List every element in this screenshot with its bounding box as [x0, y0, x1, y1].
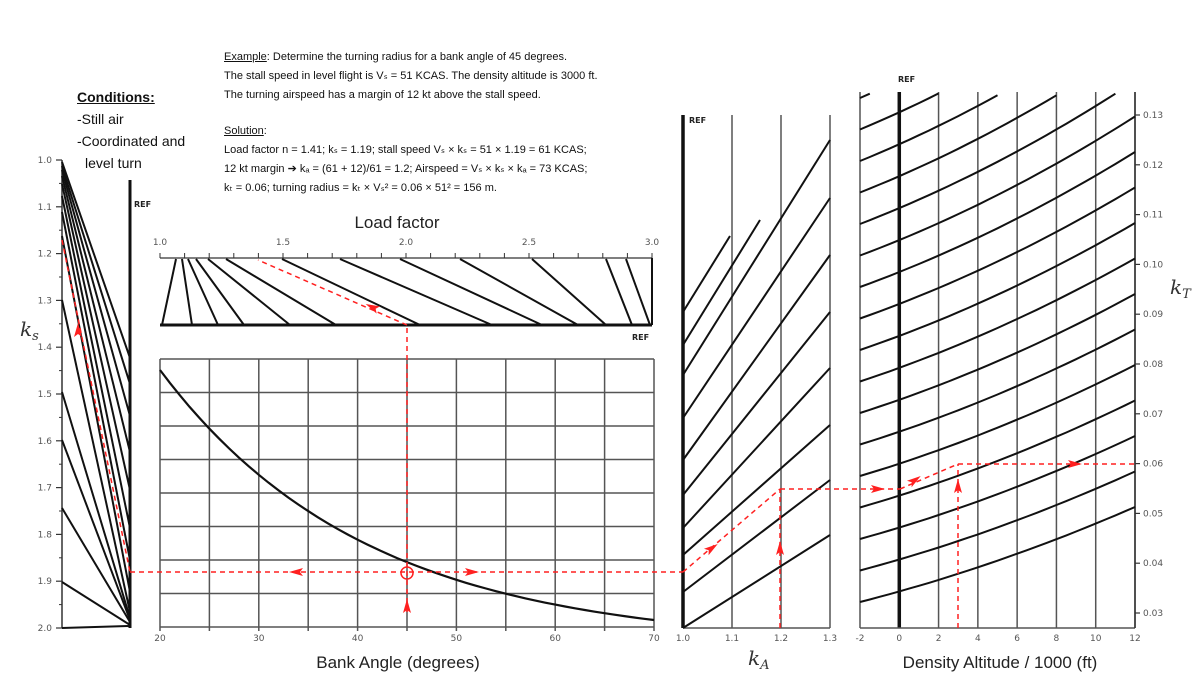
ref-label-density: REF	[898, 75, 915, 84]
tick-label: 0.08	[1143, 360, 1163, 370]
arrow-icon	[289, 568, 303, 576]
tick-label: 2.0	[399, 238, 414, 248]
tick-label: 60	[549, 634, 561, 644]
tick-label: 2.5	[522, 238, 536, 248]
tick-label: 1.1	[38, 203, 52, 213]
example-line-1: Example: Determine the turning radius fo…	[224, 48, 598, 67]
tick-label: 4	[975, 634, 981, 644]
arrow-icon	[74, 323, 82, 337]
tick-label: 1.6	[38, 437, 53, 447]
tick-label: 1.5	[38, 390, 52, 400]
ka-axis-label: kA	[748, 646, 770, 673]
arrow-icon	[465, 568, 479, 576]
arrow-icon	[776, 541, 784, 555]
ka-panel: 1.0 1.1 1.2 1.3	[676, 115, 837, 644]
tick-label: 0.04	[1143, 559, 1163, 569]
example-box: Example: Determine the turning radius fo…	[224, 48, 598, 105]
tick-label: 0	[896, 634, 902, 644]
intersection-marker	[400, 566, 414, 580]
density-altitude-panel: -2 0 2 4 6 8 10 12 0.13 0.12 0.11 0.10 0.09 0.08 0.07 0…	[856, 92, 1163, 644]
tick-label: 1.9	[38, 577, 53, 587]
example-text-1: : Determine the turning radius for a ban…	[266, 51, 568, 63]
arrow-icon	[403, 599, 411, 613]
solution-heading: Solution	[224, 125, 264, 137]
ref-label-ks: REF	[134, 200, 151, 209]
arrow-icon	[954, 479, 962, 493]
tick-label: 10	[1090, 634, 1102, 644]
solution-line-3: kₜ = 0.06; turning radius = kₜ × Vₛ² = 0…	[224, 182, 497, 194]
conditions-box: Conditions: -Still air -Coordinated and …	[77, 86, 185, 174]
tick-label: 0.09	[1143, 310, 1163, 320]
tick-label: 1.0	[38, 156, 53, 166]
tick-label: 20	[154, 634, 166, 644]
solution-heading-row: Solution:	[224, 125, 267, 137]
arrow-icon	[871, 485, 885, 493]
tick-label: 0.10	[1143, 260, 1163, 270]
solution-box: Solution: Load factor n = 1.41; kₛ = 1.1…	[224, 122, 587, 198]
tick-label: 0.03	[1143, 609, 1163, 619]
tick-label: 70	[648, 634, 660, 644]
conditions-heading: Conditions:	[77, 89, 155, 105]
tick-label: 2	[936, 634, 942, 644]
tick-label: 1.8	[38, 530, 53, 540]
tick-label: 1.0	[676, 634, 691, 644]
ks-panel: 1.0 1.1 1.2 1.3 1.4 1.5 1.6 1.7 1.8 1.9 2.0	[38, 156, 132, 634]
tick-label: 8	[1054, 634, 1060, 644]
tick-label: -2	[856, 634, 865, 644]
tick-label: 0.07	[1143, 410, 1163, 420]
tick-label: 12	[1129, 634, 1140, 644]
tick-label: 1.1	[725, 634, 739, 644]
arrow-icon	[365, 304, 381, 314]
arrow-icon	[703, 543, 718, 556]
tick-label: 0.12	[1143, 161, 1163, 171]
ref-label-ka: REF	[689, 116, 706, 125]
tick-label: 1.3	[823, 634, 837, 644]
tick-label: 3.0	[645, 238, 660, 248]
tick-label: 0.11	[1143, 211, 1163, 221]
tick-label: 50	[451, 634, 463, 644]
example-line-2: The stall speed in level flight is Vₛ = …	[224, 70, 598, 82]
tick-label: 1.2	[38, 250, 52, 260]
tick-label: 0.06	[1143, 460, 1163, 470]
condition-coordinated: -Coordinated and	[77, 133, 186, 149]
tick-label: 1.0	[153, 238, 168, 248]
arrow-icon	[906, 475, 921, 488]
tick-label: 1.3	[38, 296, 52, 306]
tick-label: 30	[253, 634, 265, 644]
tick-label: 0.13	[1143, 111, 1163, 121]
tick-label: 1.2	[774, 634, 788, 644]
kt-axis-label: kT	[1170, 275, 1192, 302]
tick-label: 1.4	[38, 343, 53, 353]
load-factor-title: Load factor	[354, 213, 439, 232]
tick-label: 40	[352, 634, 364, 644]
tick-label: 1.5	[276, 238, 290, 248]
ks-axis-label: ks	[20, 317, 39, 344]
ref-label-load-factor: REF	[632, 333, 649, 342]
example-line-3: The turning airspeed has a margin of 12 …	[224, 89, 541, 101]
density-altitude-title: Density Altitude / 1000 (ft)	[903, 653, 1098, 672]
bank-angle-title: Bank Angle (degrees)	[316, 653, 480, 672]
solution-line-1: Load factor n = 1.41; kₛ = 1.19; stall s…	[224, 144, 587, 156]
example-heading: Example	[224, 51, 267, 63]
example-solution-path	[61, 239, 1135, 628]
tick-label: 1.7	[38, 484, 52, 494]
load-factor-panel: 1.0 1.5 2.0 2.5 3.0	[153, 238, 660, 327]
tick-label: 6	[1014, 634, 1020, 644]
tick-label: 0.05	[1143, 509, 1163, 519]
solution-line-2: 12 kt margin ➔ kₐ = (61 + 12)/61 = 1.2; …	[224, 163, 588, 175]
condition-level-turn: level turn	[85, 155, 142, 171]
arrow-icon	[1068, 460, 1082, 468]
tick-label: 2.0	[38, 624, 53, 634]
condition-still-air: -Still air	[77, 111, 124, 127]
